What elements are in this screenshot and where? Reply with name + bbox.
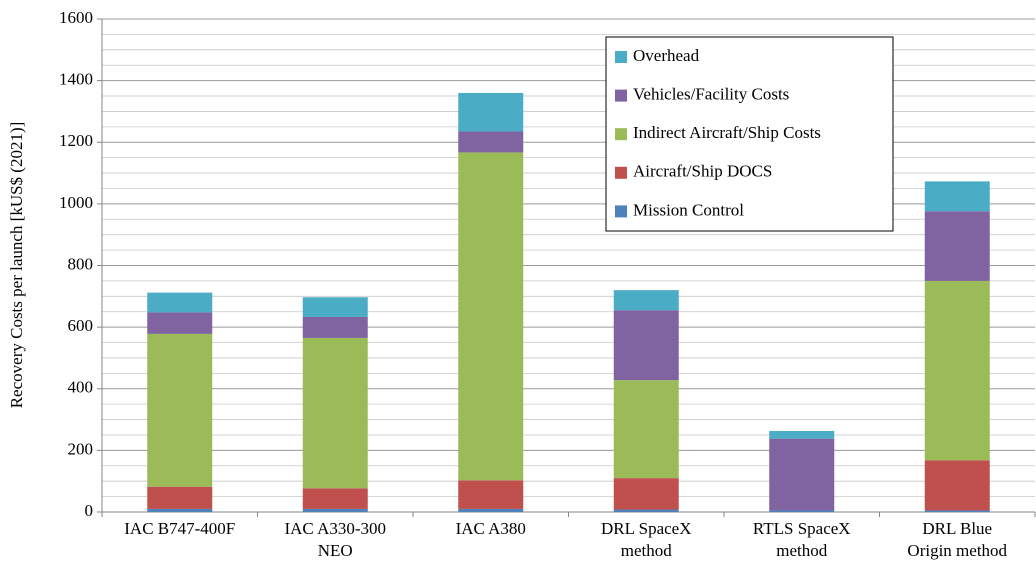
- legend-label: Indirect Aircraft/Ship Costs: [633, 123, 821, 142]
- y-tick-label: 1200: [59, 131, 93, 150]
- bar-segment: [769, 510, 835, 512]
- x-tick-label: method: [776, 541, 827, 560]
- bar-segment: [924, 460, 990, 511]
- bar-segment: [769, 430, 835, 439]
- x-tick-label: DRL SpaceX: [601, 519, 692, 538]
- bar-segment: [613, 310, 679, 381]
- bar-segment: [302, 316, 368, 338]
- bar-segment: [302, 508, 368, 512]
- bar-segment: [613, 380, 679, 479]
- y-tick-label: 400: [68, 378, 94, 397]
- x-tick-label: NEO: [318, 541, 353, 560]
- legend-label: Overhead: [633, 46, 700, 65]
- legend-label: Mission Control: [633, 200, 744, 219]
- bar-segment: [613, 509, 679, 512]
- bar-segment: [147, 312, 213, 334]
- bar-segment: [458, 508, 524, 512]
- legend-swatch: [615, 128, 627, 141]
- bar-segment: [302, 488, 368, 509]
- y-tick-label: 0: [85, 501, 94, 520]
- bar-segment: [147, 292, 213, 313]
- x-tick-label: DRL Blue: [922, 519, 992, 538]
- bar-segment: [458, 92, 524, 132]
- x-tick-label: IAC A330-300: [284, 519, 386, 538]
- y-tick-label: 200: [68, 439, 94, 458]
- bar-segment: [613, 478, 679, 510]
- y-axis-label: Recovery Costs per launch [kUS$ (2021)]: [7, 122, 26, 409]
- x-tick-label: method: [621, 541, 672, 560]
- bar-segment: [147, 333, 213, 487]
- bar-segment: [924, 510, 990, 512]
- bar-segment: [147, 486, 213, 509]
- y-tick-label: 800: [68, 254, 94, 273]
- bar-segment: [924, 280, 990, 461]
- legend-swatch: [615, 205, 627, 218]
- bar-segment: [458, 152, 524, 481]
- y-tick-label: 1600: [59, 8, 93, 27]
- y-tick-label: 600: [68, 316, 94, 335]
- legend: Overhead Vehicles/Facility Costs Indirect …: [605, 36, 894, 232]
- bar-segment: [924, 181, 990, 212]
- legend-box: [605, 36, 894, 232]
- bar-segment: [769, 438, 835, 511]
- bar-segment: [302, 297, 368, 317]
- legend-swatch: [615, 166, 627, 179]
- x-tick-label: Origin method: [907, 541, 1007, 560]
- legend-label: Vehicles/Facility Costs: [633, 85, 789, 104]
- bar-segment: [147, 508, 213, 512]
- bar-segment: [924, 211, 990, 281]
- x-tick-label: RTLS SpaceX: [753, 519, 851, 538]
- bar-segment: [458, 480, 524, 509]
- bar-segment: [458, 131, 524, 153]
- y-tick-label: 1000: [59, 193, 93, 212]
- bar-segment: [302, 337, 368, 489]
- y-tick-label: 1400: [59, 70, 93, 89]
- x-tick-label: IAC B747-400F: [124, 519, 235, 538]
- bar-segment: [613, 290, 679, 311]
- legend-label: Aircraft/Ship DOCS: [633, 162, 772, 181]
- legend-swatch: [615, 89, 627, 102]
- legend-swatch: [615, 51, 627, 63]
- x-tick-label: IAC A380: [456, 519, 526, 538]
